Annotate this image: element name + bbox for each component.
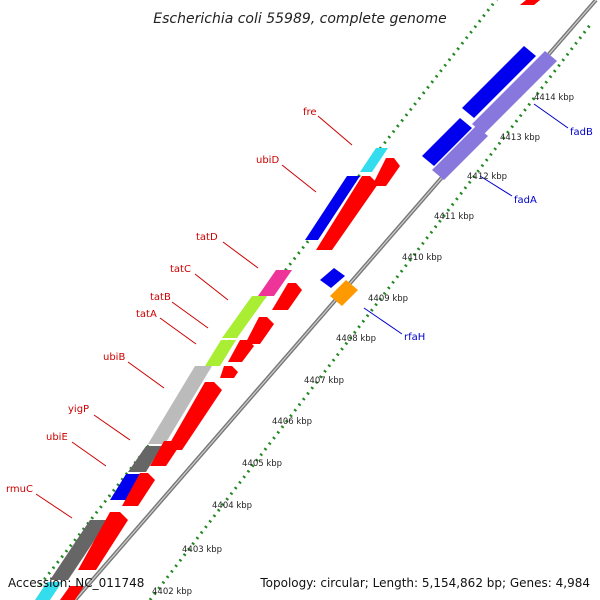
genome-summary: Topology: circular; Length: 5,154,862 bp… xyxy=(259,576,590,590)
tick-label: 4412 kbp xyxy=(467,172,507,182)
kbp-labels: 4402 kbp 4403 kbp 4404 kbp 4405 kbp 4406… xyxy=(152,93,574,597)
feature-ubiB xyxy=(148,366,212,444)
tick-ring-inner xyxy=(148,24,592,600)
tick-label: 4408 kbp xyxy=(336,334,376,344)
gene-leaders xyxy=(35,103,569,519)
feature-tatC xyxy=(258,270,292,296)
cds-arrow xyxy=(272,283,302,310)
inner-track xyxy=(320,46,557,306)
gene-label-yigP: yigP xyxy=(68,404,89,415)
tick-label: 4410 kbp xyxy=(402,253,442,263)
cds-arrow xyxy=(220,366,238,378)
feature-fre xyxy=(360,148,388,172)
feature-rmuC xyxy=(50,520,108,580)
gene-label-tatD: tatD xyxy=(196,232,218,243)
tick-label: 4405 kbp xyxy=(242,459,282,469)
cds-arrow xyxy=(372,158,400,186)
gene-label-fadB: fadB xyxy=(570,127,593,138)
gene-label-fre: fre xyxy=(303,107,317,118)
feature-top-red xyxy=(520,0,540,5)
gene-label-tatB: tatB xyxy=(150,292,171,303)
gene-label-fadA: fadA xyxy=(514,195,537,206)
map-title: Escherichia coli 55989, complete genome xyxy=(153,11,446,27)
cds-arrow xyxy=(245,317,274,344)
feature-rfaH xyxy=(330,280,358,306)
tick-label: 4411 kbp xyxy=(434,212,474,222)
feature-fadA xyxy=(432,126,488,180)
tick-label: 4403 kbp xyxy=(182,545,222,555)
feature-tatA xyxy=(205,340,236,366)
tick-ring-outer xyxy=(38,0,499,586)
feature-ubiE xyxy=(110,474,142,500)
gene-label-tatC: tatC xyxy=(170,264,191,275)
tick-label: 4413 kbp xyxy=(500,133,540,143)
feature-cyan xyxy=(35,582,62,600)
accession-text: Accession: NC_011748 xyxy=(8,576,144,590)
feature-tatB xyxy=(222,296,267,338)
cds-arrow xyxy=(78,512,128,570)
gene-label-ubiE: ubiE xyxy=(46,432,68,443)
gene-label-rmuC: rmuC xyxy=(6,484,33,495)
feature-blue-top xyxy=(462,46,536,118)
outer-track xyxy=(35,0,540,600)
tick-label: 4409 kbp xyxy=(368,294,408,304)
gene-label-tatA: tatA xyxy=(136,309,157,320)
feature-ubiD xyxy=(305,176,360,240)
gene-label-ubiB: ubiB xyxy=(103,352,125,363)
gene-labels: fre ubiD tatD tatC tatB tatA ubiB yigP u… xyxy=(6,107,593,495)
tick-label: 4404 kbp xyxy=(212,501,252,511)
feature-fadB xyxy=(472,51,557,134)
tick-label: 4407 kbp xyxy=(304,376,344,386)
tick-label: 4406 kbp xyxy=(272,417,312,427)
cds-arrow xyxy=(166,382,222,450)
feature-blue-long xyxy=(422,118,472,166)
cds-arrow xyxy=(60,586,84,600)
cds-arrow xyxy=(316,176,378,250)
feature-rfaH-small xyxy=(320,268,345,288)
cds-arrow xyxy=(228,340,254,362)
feature-yigP xyxy=(128,446,162,472)
tick-label: 4414 kbp xyxy=(534,93,574,103)
cds-track xyxy=(60,158,400,600)
gene-label-ubiD: ubiD xyxy=(256,155,279,166)
gene-label-rfaH: rfaH xyxy=(404,332,425,343)
cds-arrow xyxy=(122,473,155,506)
tick-label: 4402 kbp xyxy=(152,587,192,597)
